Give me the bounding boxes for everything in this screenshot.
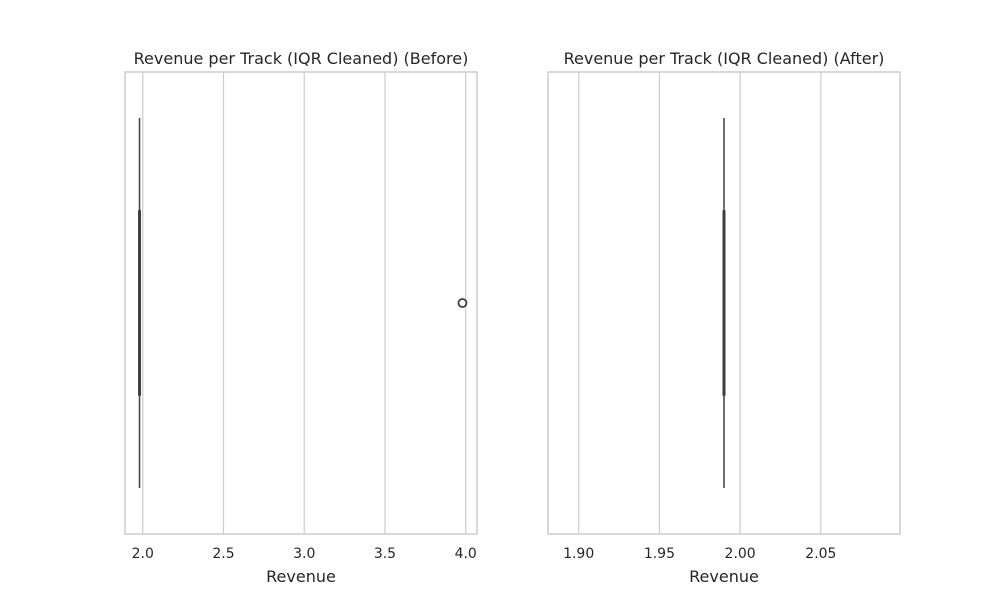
x-tick-label: 3.0 (293, 546, 315, 562)
x-axis-label: Revenue (266, 567, 336, 586)
chart-title: Revenue per Track (IQR Cleaned) (After) (564, 49, 885, 68)
plot-frame (547, 71, 901, 535)
x-tick-label: 2.0 (132, 546, 154, 562)
x-tick-labels: 1.90 1.95 2.00 2.05 (563, 546, 836, 562)
plot-frame (124, 71, 478, 535)
x-tick-label: 3.5 (374, 546, 396, 562)
x-tick-label: 1.95 (644, 546, 675, 562)
box-marks (722, 118, 726, 488)
x-tick-labels: 2.0 2.5 3.0 3.5 4.0 (132, 546, 477, 562)
chart-before: Revenue per Track (IQR Cleaned) (Before)… (124, 49, 478, 586)
chart-after: Revenue per Track (IQR Cleaned) (After) … (547, 49, 901, 586)
grid-lines (578, 72, 822, 534)
x-tick-label: 2.00 (725, 546, 756, 562)
box-marks (138, 118, 468, 488)
chart-title: Revenue per Track (IQR Cleaned) (Before) (134, 49, 469, 68)
x-tick-label: 1.90 (563, 546, 594, 562)
x-axis-label: Revenue (689, 567, 759, 586)
outlier-point (457, 298, 468, 308)
x-tick-label: 4.0 (455, 546, 477, 562)
x-tick-label: 2.05 (805, 546, 836, 562)
x-tick-label: 2.5 (212, 546, 234, 562)
